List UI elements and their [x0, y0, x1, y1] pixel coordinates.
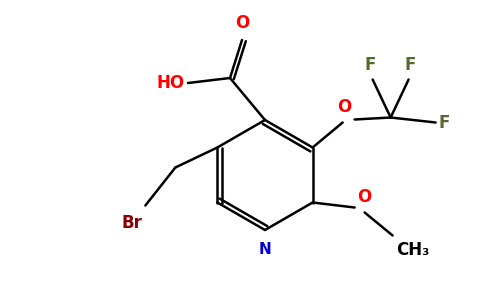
- Text: O: O: [337, 98, 352, 116]
- Text: HO: HO: [157, 74, 185, 92]
- Text: O: O: [357, 188, 371, 206]
- Text: F: F: [439, 113, 450, 131]
- Text: F: F: [405, 56, 416, 74]
- Text: CH₃: CH₃: [395, 241, 429, 259]
- Text: F: F: [365, 56, 377, 74]
- Text: Br: Br: [121, 214, 142, 232]
- Text: N: N: [258, 242, 272, 257]
- Text: O: O: [235, 14, 249, 32]
